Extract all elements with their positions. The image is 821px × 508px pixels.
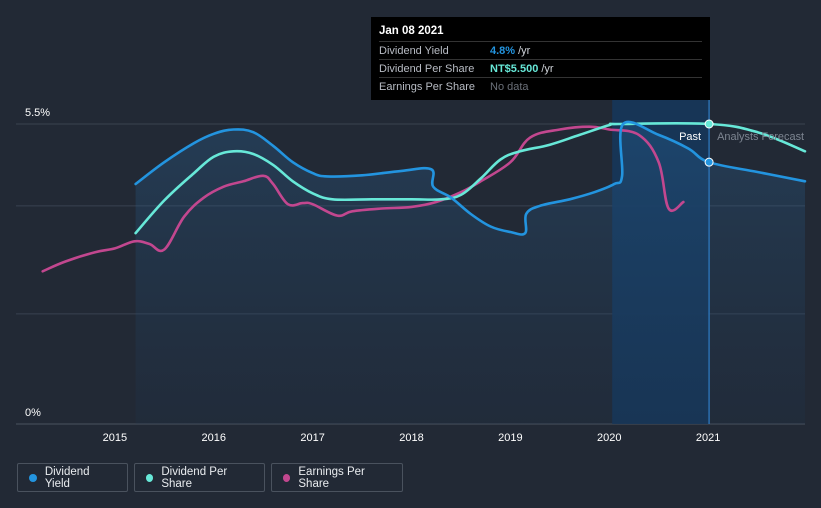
tooltip-value: 4.8% — [490, 44, 516, 57]
legend-dividend-yield[interactable]: Dividend Yield — [17, 463, 128, 492]
legend-dot-icon — [146, 473, 154, 482]
legend-label: Dividend Yield — [44, 465, 90, 490]
legend-dot-icon — [29, 473, 37, 482]
tooltip-label: Earnings Per Share — [379, 80, 475, 93]
tooltip-value: NT$5.500 — [490, 62, 539, 75]
series-line-dividend-yield — [134, 120, 807, 236]
x-tick-label: 2021 — [696, 432, 720, 444]
tooltip-value: No data — [490, 80, 529, 93]
x-tick-label: 2018 — [399, 432, 423, 444]
x-tick-label: 2019 — [498, 432, 522, 444]
forecast-label: Analysts Forecast — [717, 131, 804, 143]
x-tick-label: 2017 — [300, 432, 324, 444]
highlight-point — [704, 119, 714, 129]
x-tick-label: 2015 — [103, 432, 127, 444]
legend-label: Earnings Per Share — [298, 465, 365, 490]
series-line-earnings-per-share — [41, 125, 685, 273]
legend-dividend-per-share[interactable]: Dividend Per Share — [134, 463, 265, 492]
tooltip-date: Jan 08 2021 — [379, 25, 444, 37]
legend-dot-icon — [283, 473, 291, 482]
tooltip-unit: /yr — [541, 62, 554, 75]
y-tick-label: 0% — [25, 407, 41, 419]
legend-earnings-per-share[interactable]: Earnings Per Share — [271, 463, 403, 492]
tooltip-label: Dividend Yield — [379, 44, 449, 57]
tooltip: Jan 08 2021 Dividend Yield 4.8% /yr Divi… — [371, 17, 710, 100]
x-tick-label: 2016 — [202, 432, 226, 444]
past-label: Past — [679, 131, 701, 143]
dividend-yield-area — [135, 121, 806, 425]
highlight-point — [704, 157, 714, 167]
legend-label: Dividend Per Share — [161, 465, 228, 490]
tooltip-row-dividend-per-share: Dividend Per Share NT$5.500 /yr — [379, 59, 702, 77]
tooltip-row-dividend-yield: Dividend Yield 4.8% /yr — [379, 41, 702, 59]
tooltip-row-earnings-per-share: Earnings Per Share No data — [379, 77, 702, 95]
series-line-dividend-per-share — [134, 121, 807, 235]
x-tick-label: 2020 — [597, 432, 621, 444]
tooltip-label: Dividend Per Share — [379, 62, 475, 75]
tooltip-unit: /yr — [518, 44, 531, 57]
y-tick-label: 5.5% — [25, 107, 50, 119]
